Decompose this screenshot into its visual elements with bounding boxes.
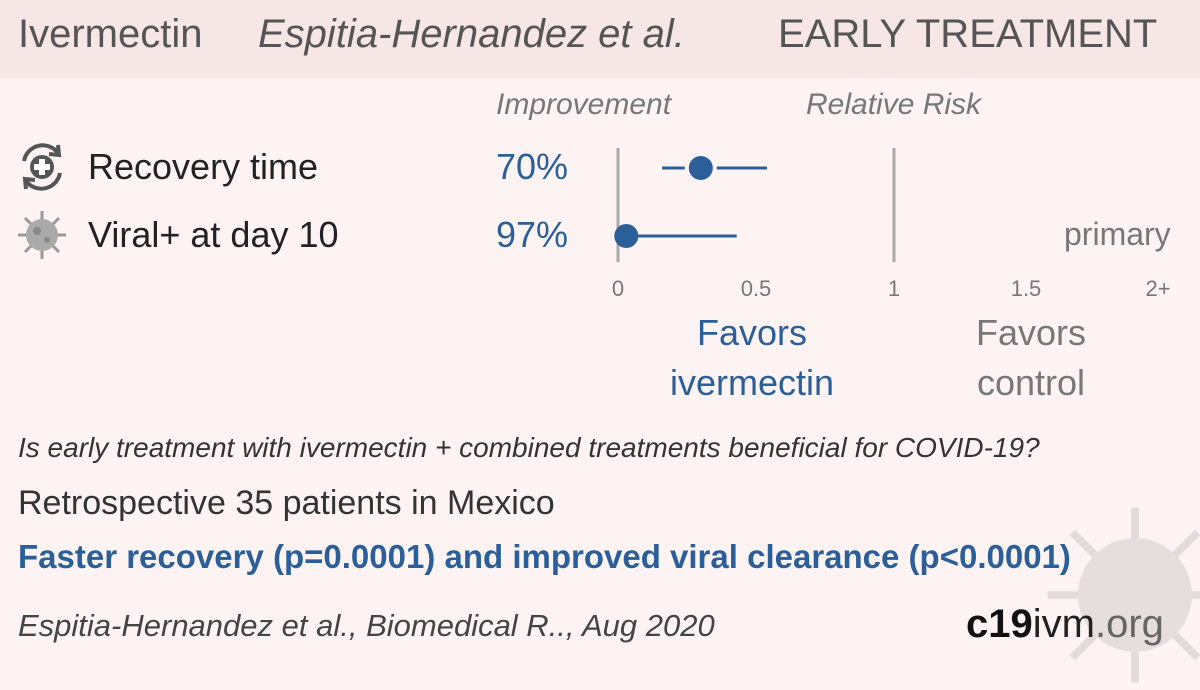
drug-title: Ivermectin: [18, 12, 203, 56]
row-label-viral-day-10: Viral+ at day 10: [88, 214, 339, 255]
logo-part-c19: c19: [966, 602, 1033, 646]
x-tick-label-3: 1.5: [1011, 276, 1042, 301]
point-estimate-0: [688, 156, 713, 180]
x-tick-label-0: 0: [612, 276, 624, 301]
primary-outcome-label: primary: [1064, 216, 1171, 252]
row-label-recovery-time: Recovery time: [88, 146, 319, 187]
virus-watermark-icon: [1047, 507, 1200, 683]
treatment-type: EARLY TREATMENT: [778, 12, 1158, 56]
forest-plot: 0 0.5 1 1.5 2+: [612, 148, 1171, 301]
recovery-icon: [22, 143, 62, 191]
favors-ivermectin-label: Favors ivermectin: [652, 308, 852, 408]
x-tick-label-4: 2+: [1145, 276, 1170, 301]
row-improvement-viral-day-10: 97%: [496, 214, 569, 255]
point-estimate-1: [614, 224, 639, 248]
citation: Espitia-Hernandez et al., Biomedical R..…: [18, 608, 715, 643]
favors-ivermectin-line-1: Favors: [696, 312, 808, 353]
x-tick-label-1: 0.5: [741, 276, 772, 301]
study-design: Retrospective 35 patients in Mexico: [18, 484, 555, 522]
header: Ivermectin Espitia-Hernandez et al. EARL…: [0, 0, 1200, 78]
favors-control-line-2: control: [976, 362, 1086, 403]
study-title: Espitia-Hernandez et al.: [258, 12, 685, 56]
favors-control-label: Favors control: [936, 308, 1126, 408]
virus-icon: [18, 211, 66, 259]
study-question: Is early treatment with ivermectin + com…: [18, 432, 1040, 463]
favors-ivermectin-line-2: ivermectin: [669, 362, 835, 403]
favors-control-line-1: Favors: [975, 312, 1087, 353]
c19ivm-logo[interactable]: c19ivm.org: [966, 602, 1164, 647]
improvement-column-header: Improvement: [496, 88, 672, 121]
x-tick-label-2: 1: [888, 276, 900, 301]
logo-part-org: .org: [1094, 602, 1164, 646]
study-result: Faster recovery (p=0.0001) and improved …: [18, 538, 1071, 575]
relative-risk-column-header: Relative Risk: [806, 88, 982, 121]
row-improvement-recovery-time: 70%: [496, 146, 569, 187]
logo-part-ivm: ivm: [1032, 602, 1095, 646]
